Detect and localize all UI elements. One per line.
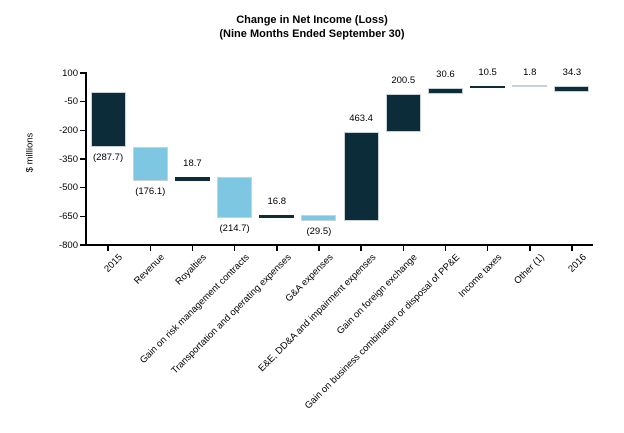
waterfall-bar bbox=[259, 214, 295, 219]
bar-value-label: (176.1) bbox=[135, 185, 166, 197]
y-tick-label: -500 bbox=[58, 182, 78, 194]
bar-value-label: 200.5 bbox=[391, 74, 416, 86]
x-tick-mark bbox=[149, 246, 151, 251]
bar-value-label: (287.7) bbox=[93, 152, 124, 164]
waterfall-bar bbox=[385, 93, 421, 133]
y-tick-mark bbox=[80, 244, 85, 246]
chart-title: Change in Net Income (Loss) (Nine Months … bbox=[0, 13, 624, 41]
chart-title-line2: (Nine Months Ended September 30) bbox=[219, 28, 405, 40]
x-tick-mark bbox=[402, 246, 404, 251]
y-tick-label: -200 bbox=[58, 124, 78, 136]
waterfall-bar bbox=[470, 85, 506, 88]
x-axis-category-label: Income taxes bbox=[456, 252, 505, 300]
y-axis-title: $ millions bbox=[24, 132, 36, 173]
waterfall-bar bbox=[217, 177, 253, 219]
y-tick-label: -350 bbox=[58, 153, 78, 165]
y-tick-mark bbox=[80, 186, 85, 189]
waterfall-bar bbox=[174, 177, 210, 181]
x-tick-mark bbox=[107, 246, 109, 251]
bar-value-label: 463.4 bbox=[349, 113, 373, 125]
y-tick-label: -50 bbox=[64, 96, 78, 108]
x-axis-category-label: Gain on business combination or disposal… bbox=[302, 252, 463, 412]
waterfall-bar bbox=[427, 87, 463, 94]
waterfall-bar bbox=[301, 214, 337, 221]
bar-value-label: (29.5) bbox=[306, 225, 332, 237]
x-tick-mark bbox=[233, 246, 236, 251]
x-axis-category-label: Other (1) bbox=[511, 252, 547, 287]
x-axis-category-label: Royalties bbox=[173, 252, 210, 288]
bar-value-label: 18.7 bbox=[183, 158, 202, 170]
x-axis-line bbox=[85, 244, 593, 246]
y-tick-label: -800 bbox=[58, 239, 78, 251]
x-tick-mark bbox=[318, 246, 320, 251]
y-tick-mark bbox=[80, 100, 85, 103]
x-tick-mark bbox=[571, 246, 573, 251]
x-tick-mark bbox=[360, 246, 362, 251]
waterfall-bar bbox=[90, 92, 126, 148]
x-tick-mark bbox=[529, 246, 531, 251]
x-tick-mark bbox=[276, 246, 278, 251]
y-tick-label: 100 bbox=[62, 67, 78, 79]
y-tick-mark bbox=[80, 129, 85, 132]
waterfall-bar bbox=[343, 132, 379, 221]
x-axis-category-label: 2016 bbox=[565, 252, 589, 275]
x-axis-category-label: 2015 bbox=[102, 252, 125, 275]
y-tick-mark bbox=[80, 215, 85, 218]
x-tick-mark bbox=[486, 246, 489, 251]
x-axis-category-label: Revenue bbox=[132, 252, 168, 287]
y-tick-mark bbox=[80, 72, 85, 74]
x-tick-mark bbox=[444, 246, 447, 251]
y-axis-line bbox=[85, 72, 87, 246]
x-axis-category-label: Gain on foreign exchange bbox=[335, 252, 421, 337]
bar-value-label: 10.5 bbox=[478, 66, 497, 78]
bar-value-label: 30.6 bbox=[436, 68, 455, 80]
bar-value-label: 1.8 bbox=[523, 66, 537, 78]
waterfall-bar bbox=[554, 85, 590, 93]
waterfall-bar bbox=[132, 147, 168, 181]
bar-value-label: 34.3 bbox=[562, 66, 582, 78]
waterfall-bar bbox=[512, 85, 548, 87]
chart-title-line1: Change in Net Income (Loss) bbox=[236, 14, 388, 26]
bar-value-label: 16.8 bbox=[267, 195, 287, 207]
y-tick-label: -650 bbox=[58, 210, 78, 222]
y-tick-mark bbox=[80, 158, 85, 160]
bar-value-label: (214.7) bbox=[219, 223, 250, 235]
x-tick-mark bbox=[191, 246, 194, 251]
